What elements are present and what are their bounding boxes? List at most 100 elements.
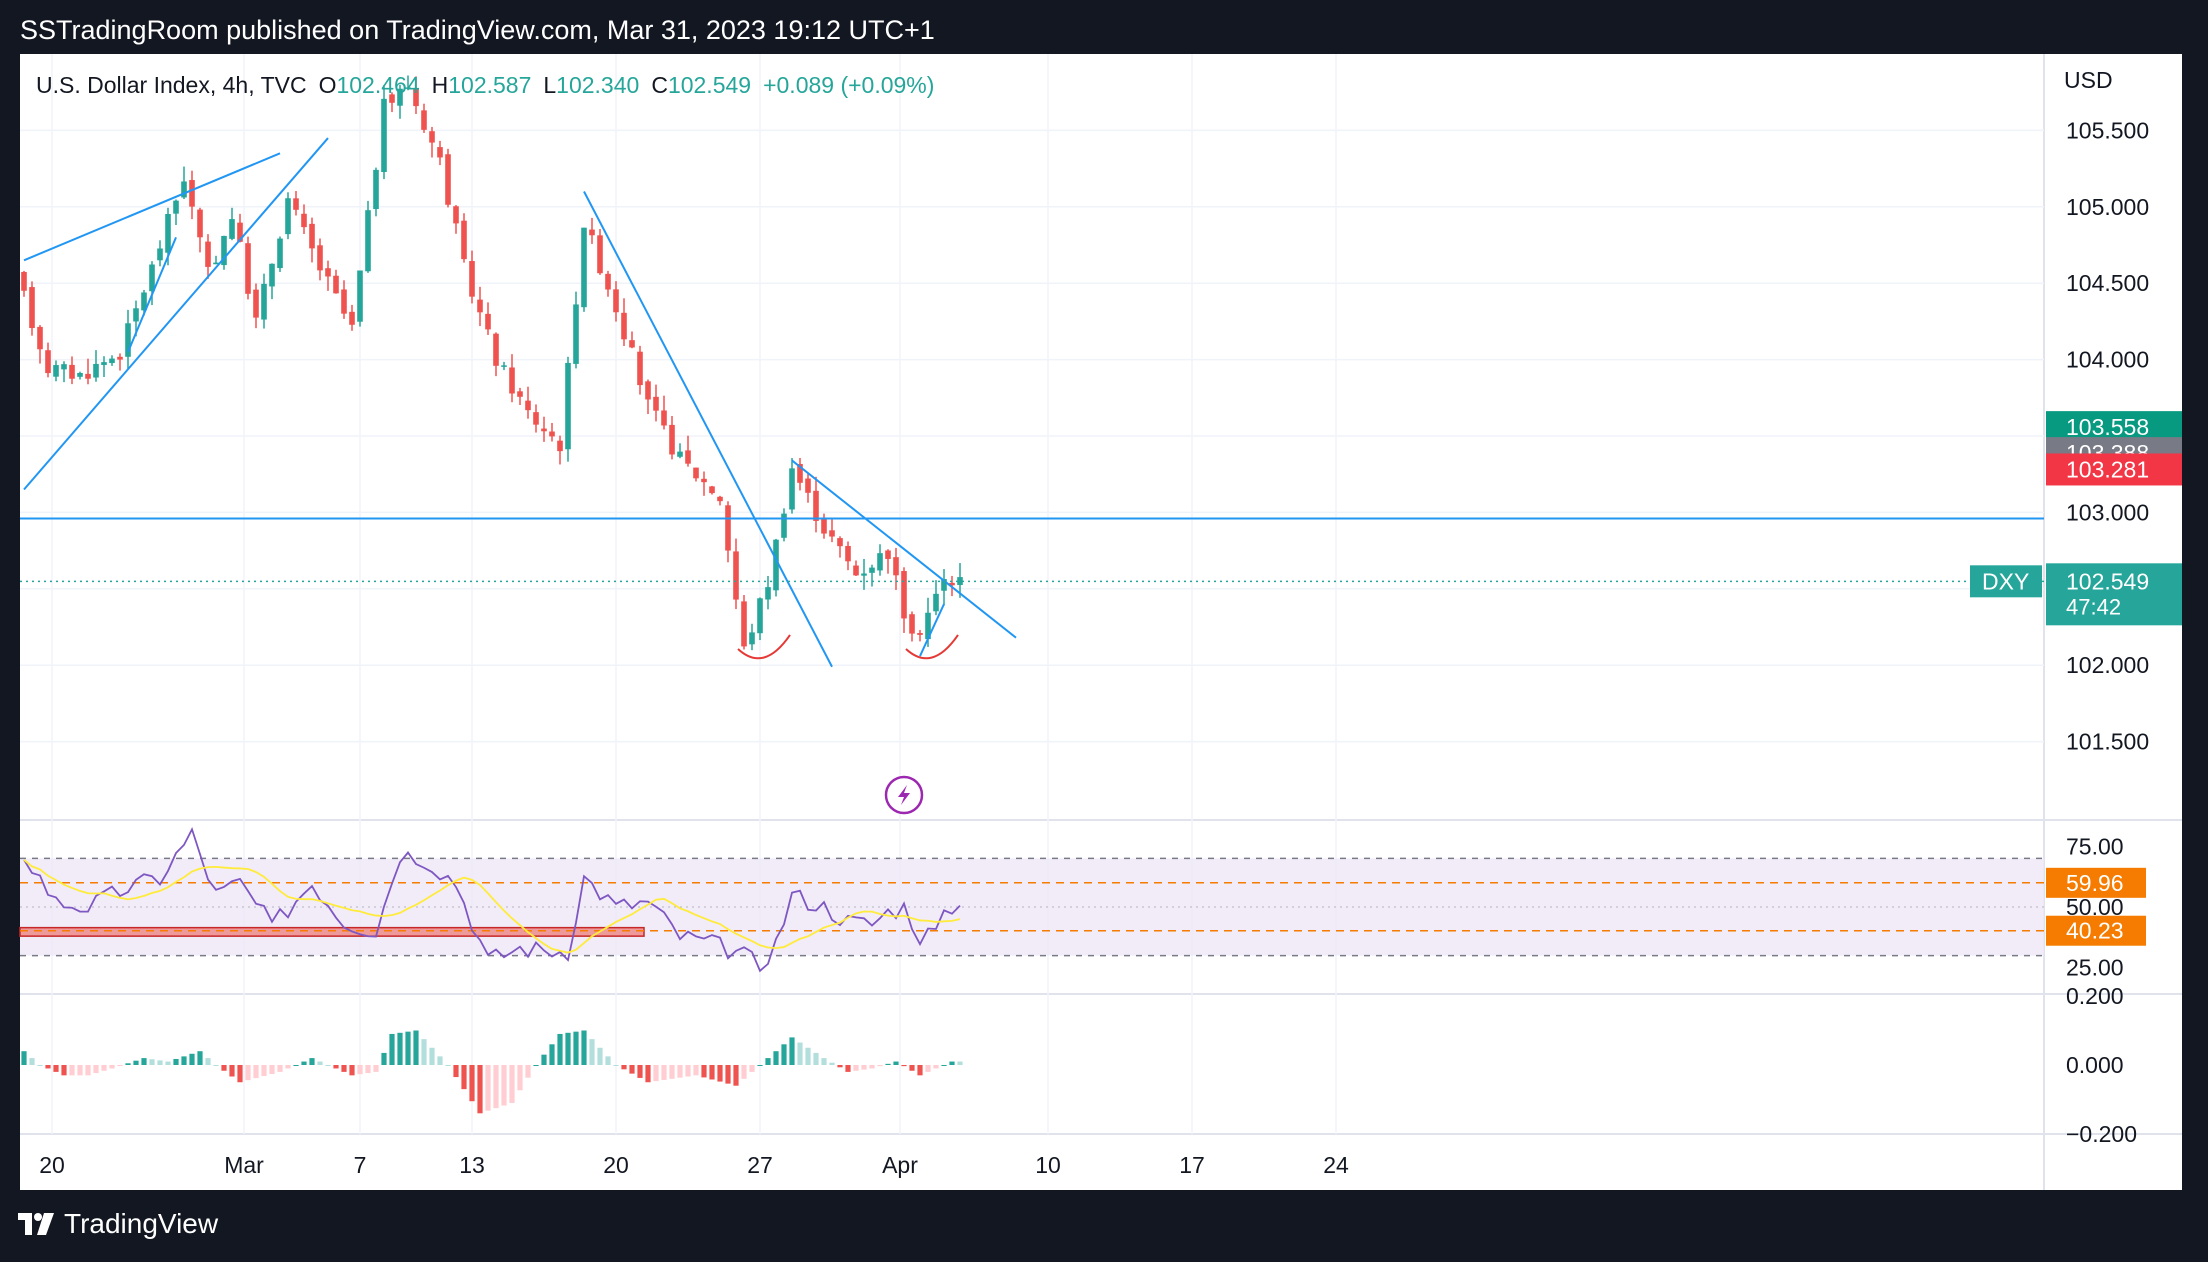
tradingview-logo[interactable]: TradingView: [18, 1208, 218, 1240]
tradingview-logo-icon: [18, 1213, 54, 1235]
chart-frame[interactable]: [20, 54, 2182, 1190]
drawings[interactable]: [20, 137, 2044, 815]
macd-bar: [301, 1061, 307, 1065]
candle-body: [541, 428, 547, 432]
candle-body: [637, 351, 643, 386]
macd-bar: [261, 1065, 267, 1077]
macd-pane: [21, 1030, 963, 1114]
macd-bar: [725, 1065, 731, 1084]
top-bar: SSTradingRoom published on TradingView.c…: [0, 0, 2208, 54]
macd-bar: [149, 1059, 155, 1065]
time-tick-label: 20: [603, 1152, 629, 1178]
macd-bar: [213, 1065, 219, 1066]
macd-bar: [293, 1065, 299, 1066]
macd-bar: [421, 1039, 427, 1065]
trendline: [791, 459, 1017, 639]
macd-bar: [101, 1065, 107, 1071]
macd-bar: [709, 1065, 715, 1080]
macd-bar: [517, 1065, 523, 1091]
price-tick-label: 105.000: [2066, 194, 2149, 220]
candle-body: [181, 181, 187, 198]
candle-body: [805, 478, 811, 493]
macd-bar: [341, 1065, 347, 1072]
candle-body: [909, 614, 915, 634]
macd-bar: [29, 1058, 35, 1065]
candle-body: [53, 365, 59, 377]
macd-bar: [837, 1065, 843, 1068]
macd-bar: [93, 1065, 99, 1074]
macd-bar: [525, 1065, 531, 1078]
macd-bar: [189, 1053, 195, 1065]
trendline: [23, 152, 281, 262]
macd-bar: [197, 1051, 203, 1065]
macd-bar: [805, 1047, 811, 1065]
candle-body: [645, 381, 651, 400]
candle-body: [357, 270, 363, 322]
macd-bar: [253, 1065, 259, 1079]
macd-bar: [277, 1065, 283, 1072]
candle-body: [565, 362, 571, 450]
candle-body: [253, 289, 259, 318]
symbol-label[interactable]: U.S. Dollar Index, 4h, TVC: [36, 72, 307, 98]
time-tick-label: 27: [747, 1152, 773, 1178]
candle-body: [85, 373, 91, 379]
candle-body: [389, 94, 395, 103]
candle-body: [701, 478, 707, 483]
candle-body: [429, 131, 435, 143]
candle-body: [437, 147, 443, 158]
publish-info: SSTradingRoom published on TradingView.c…: [20, 15, 935, 45]
candle-body: [557, 440, 563, 452]
macd-bar: [45, 1065, 51, 1069]
macd-tick-label: 0.200: [2066, 983, 2124, 1009]
time-axis: 20 Mar 7 13 20 27 Apr 10 17 24: [39, 1152, 1349, 1178]
rsi-band: [20, 858, 2044, 956]
macd-bar: [245, 1065, 251, 1081]
candle-body: [933, 593, 939, 612]
close-value: 102.549: [667, 72, 752, 98]
candle-body: [757, 598, 763, 634]
candle-body: [29, 287, 35, 329]
macd-bar: [229, 1065, 235, 1077]
candle-body: [797, 463, 803, 483]
candle-body: [845, 545, 851, 562]
candle-body: [621, 312, 627, 340]
candle-body: [285, 198, 291, 235]
candle-body: [685, 450, 691, 464]
symbol-tag: [1970, 565, 2042, 598]
candle-body: [525, 400, 531, 411]
candle-body: [893, 557, 899, 576]
candle-body: [349, 311, 355, 325]
macd-bar: [397, 1032, 403, 1065]
macd-bar: [541, 1054, 547, 1065]
macd-bar: [901, 1065, 907, 1067]
macd-bar: [685, 1065, 691, 1077]
candle-body: [93, 363, 99, 378]
candle-body: [885, 550, 891, 559]
candle-body: [549, 431, 555, 437]
rsi-tick-label: 50.00: [2066, 894, 2124, 920]
candle-body: [165, 214, 171, 253]
candle-body: [341, 289, 347, 314]
candle-body: [925, 612, 931, 640]
macd-bar: [509, 1065, 515, 1103]
price-tick-label: 104.000: [2066, 347, 2149, 373]
macd-bar: [477, 1065, 483, 1114]
candle-body: [413, 89, 419, 107]
low-value: 102.340: [556, 72, 640, 98]
ohlc-legend: U.S. Dollar Index, 4h, TVC O102.464 H102.5…: [36, 72, 934, 99]
candles: [21, 75, 963, 651]
macd-bar: [69, 1065, 75, 1076]
macd-bar: [61, 1065, 67, 1076]
macd-bar: [773, 1051, 779, 1065]
macd-bar: [77, 1065, 83, 1076]
macd-bar: [493, 1065, 499, 1109]
macd-bar: [317, 1061, 323, 1065]
macd-bar: [653, 1065, 659, 1082]
candle-body: [269, 263, 275, 287]
macd-bar: [309, 1058, 315, 1065]
candle-body: [237, 222, 243, 242]
trendline: [23, 137, 329, 491]
time-tick-label: 7: [354, 1152, 367, 1178]
macd-bar: [117, 1065, 123, 1066]
